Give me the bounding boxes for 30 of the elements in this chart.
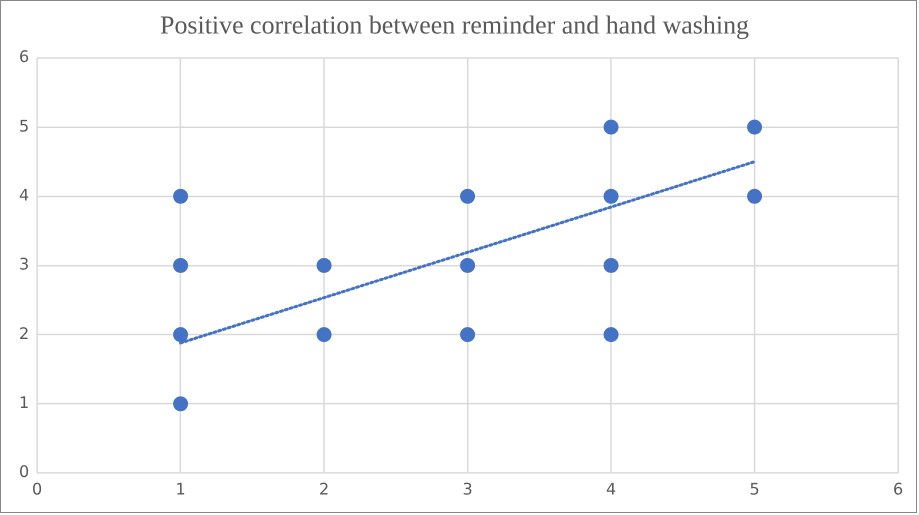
point xyxy=(604,258,619,273)
y-tick-label: 0 xyxy=(18,462,30,482)
x-tick-label: 2 xyxy=(319,480,330,499)
point xyxy=(173,258,188,273)
point xyxy=(173,188,188,204)
x-tick-label: 0 xyxy=(32,480,42,499)
point xyxy=(747,120,762,135)
point xyxy=(460,188,476,204)
point xyxy=(604,120,619,135)
y-tick-label: 3 xyxy=(18,254,30,274)
point xyxy=(747,188,762,204)
point xyxy=(604,188,619,204)
y-tick-label: 6 xyxy=(18,47,30,66)
point xyxy=(316,258,332,273)
y-tick-label: 2 xyxy=(18,324,30,343)
x-tick-label: 3 xyxy=(462,480,473,499)
y-tick-label: 4 xyxy=(18,185,30,204)
point xyxy=(173,396,188,412)
point xyxy=(604,327,619,342)
x-tick-label: 6 xyxy=(892,480,904,499)
point xyxy=(460,327,476,342)
y-tick-label: 1 xyxy=(18,392,30,412)
y-tick-label: 5 xyxy=(18,116,30,136)
point xyxy=(316,327,332,342)
x-tick-label: 4 xyxy=(606,480,616,499)
x-tick-label: 5 xyxy=(749,480,760,499)
chart-title: Positive correlation between reminder and hand washing xyxy=(160,10,750,40)
x-tick-label: 1 xyxy=(176,480,186,499)
point xyxy=(460,258,476,273)
point xyxy=(173,327,188,342)
